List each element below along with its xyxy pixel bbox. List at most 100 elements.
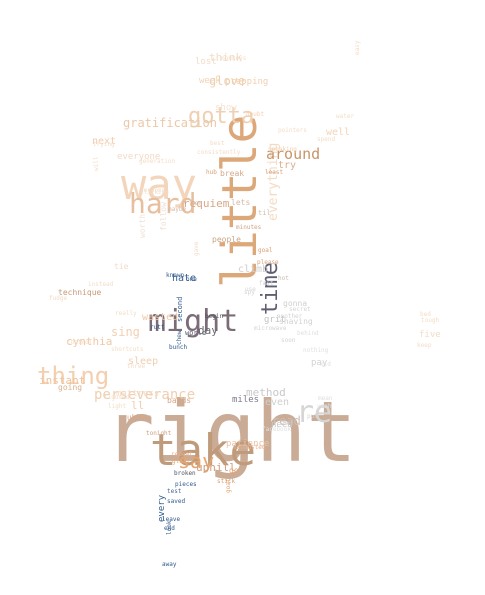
word-secret: secret — [289, 306, 311, 313]
word-pointers: pointers — [278, 127, 307, 134]
word-facebook: facebook — [262, 426, 291, 433]
word-go: go — [229, 466, 239, 475]
word-stick: stick — [217, 478, 236, 485]
word-mean: mean — [318, 395, 333, 402]
word-another: another — [277, 313, 303, 320]
word-one: one — [186, 276, 197, 283]
word-take: take — [150, 425, 256, 476]
word-instant: instant — [39, 374, 86, 387]
word-tie: tie — [114, 262, 129, 271]
word-way: way — [121, 160, 197, 209]
word-pay: pay — [311, 358, 328, 368]
word-kid: kid — [320, 361, 331, 368]
word-right: right — [104, 383, 357, 481]
word-gonna: gonna — [283, 299, 308, 308]
word-sing: sing — [111, 325, 140, 339]
word-will: will — [93, 156, 100, 171]
word-goat: goat — [225, 478, 232, 493]
word-fudge: fudge — [49, 295, 68, 302]
word-tonight: tonight — [146, 430, 172, 437]
word-leave: leave — [162, 516, 181, 523]
word-glove: glove — [209, 74, 246, 88]
word-monkeys: monkeys — [221, 55, 247, 62]
word-water: water — [336, 113, 355, 120]
word-next: next — [92, 136, 117, 147]
word-look: look — [166, 520, 173, 535]
word-fast: fast — [259, 280, 274, 287]
word-around: around — [266, 145, 321, 163]
word-miles: miles — [232, 395, 260, 405]
word-generation: generation — [139, 158, 176, 165]
word-sleep: sleep — [128, 356, 159, 367]
word-wasted: wasted — [142, 312, 179, 323]
word-tough: tough — [421, 317, 440, 324]
word-re: re — [296, 395, 333, 430]
word-hate: hate — [172, 273, 197, 284]
word-gave: gave — [193, 241, 200, 256]
word-please: please — [257, 259, 279, 266]
word-figured: figured — [104, 394, 130, 401]
word-use: use — [245, 286, 256, 293]
word-clicking: clicking — [140, 189, 169, 196]
word-doubt: doubt — [246, 111, 265, 118]
word-known: known — [166, 272, 185, 279]
word-grit: grit — [264, 315, 286, 325]
word-exhausted: exhausted — [233, 444, 266, 451]
word-cynthia: cynthia — [66, 335, 113, 348]
word-bunch: bunch — [169, 344, 188, 351]
word-trying: trying — [93, 141, 115, 148]
word-chew: chew — [176, 330, 183, 345]
word-really: really — [115, 310, 137, 317]
word-gloat: gloat — [172, 458, 191, 465]
word-thing: thing — [37, 362, 110, 390]
word-control: control — [67, 339, 93, 346]
word-light: light — [108, 403, 127, 410]
word-away: away — [162, 561, 177, 568]
word-bed: bed — [420, 311, 431, 318]
word-try: try — [278, 160, 297, 171]
word-hub: hub — [206, 169, 217, 176]
word-second: second — [176, 296, 184, 322]
word-lost: lost — [195, 57, 217, 67]
word-world: world — [185, 329, 207, 337]
word-end: end — [164, 525, 175, 532]
word-method: method — [246, 386, 286, 399]
word-technique: technique — [58, 288, 102, 297]
word-week: week — [199, 76, 221, 86]
word-need: need — [271, 420, 293, 430]
word-consistently: consistently — [197, 149, 241, 156]
word-perseverance: perseverance — [94, 387, 196, 403]
word-uphill: uphill — [196, 461, 236, 474]
word-hard: hard — [129, 187, 197, 220]
word-prepping: prepping — [225, 77, 269, 87]
word-spend: spend — [317, 136, 336, 143]
word-instead: instead — [88, 281, 114, 288]
word-rutt: rutt — [150, 324, 165, 331]
word-hot: hot — [278, 275, 289, 282]
word-keep: keep — [417, 342, 432, 349]
word-say: say — [178, 449, 215, 473]
word-show: show — [215, 103, 237, 113]
word-might: might — [148, 304, 239, 339]
word-mattress: mattress — [116, 389, 160, 399]
word-spy: spy — [244, 289, 255, 296]
word-shortcuts: shortcuts — [111, 346, 144, 353]
word-minutes: minutes — [236, 224, 262, 231]
word-gratification: gratification — [123, 116, 217, 130]
word-break: break — [220, 169, 245, 178]
word-five: five — [419, 330, 441, 340]
word-pieces: pieces — [175, 481, 197, 488]
word-microwave: microwave — [254, 325, 287, 332]
word-easy: easy — [354, 40, 361, 55]
word-speaking: speaking — [268, 146, 297, 153]
word-ll: ll — [131, 399, 145, 412]
word-every: every — [157, 494, 167, 522]
word-least: least — [265, 169, 284, 176]
word-rubber: rubber — [122, 413, 151, 422]
word-repeat: repeat — [171, 451, 193, 458]
word-follow: follow — [159, 202, 168, 231]
word-lessons: lessons — [140, 187, 166, 194]
word-three: three — [127, 363, 146, 370]
word-bands: bands — [167, 396, 192, 405]
